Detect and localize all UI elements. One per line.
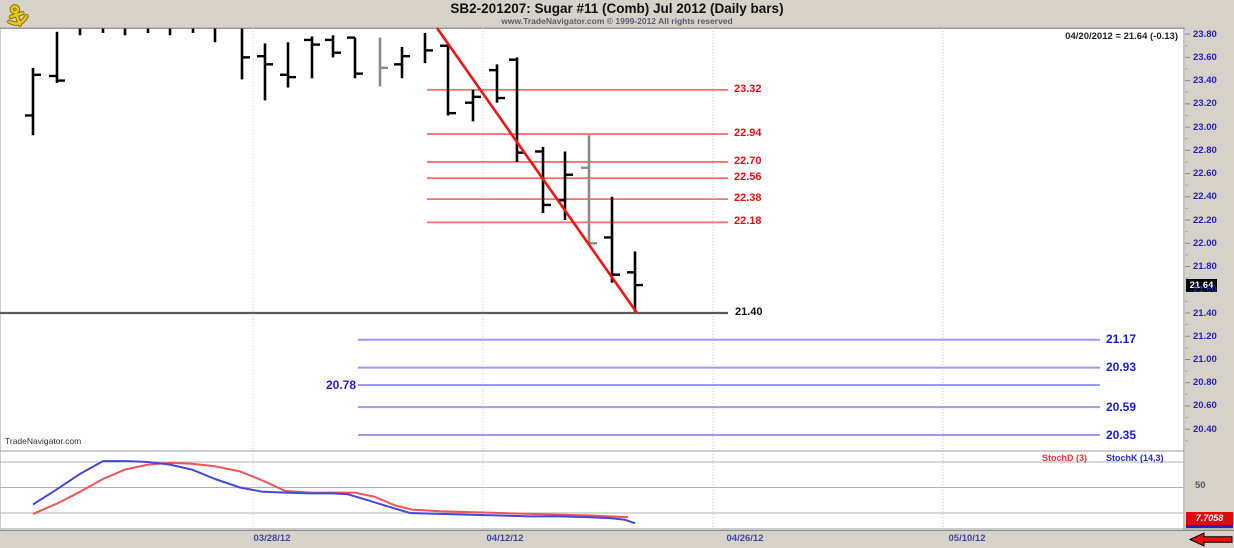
- price-axis-label: 21.80: [1193, 261, 1217, 273]
- blue-level-label: 20.59: [1106, 399, 1137, 414]
- stoch-d-legend: StochD (3): [1042, 453, 1087, 463]
- date-axis-label: 05/10/12: [948, 533, 986, 544]
- stoch-k-legend: StochK (14,3): [1106, 453, 1164, 463]
- price-axis-label: 23.80: [1193, 28, 1217, 40]
- price-axis-label: 20.40: [1193, 423, 1217, 435]
- date-axis-label: 03/28/12: [253, 533, 291, 544]
- red-level-label: 23.32: [734, 82, 762, 95]
- anchor-icon: [7, 4, 29, 27]
- blue-level-label: 20.35: [1106, 427, 1137, 442]
- price-axis-label: 20.60: [1193, 400, 1217, 412]
- price-axis-label: 22.00: [1193, 237, 1217, 249]
- watermark-text: TradeNavigator.com: [5, 436, 82, 446]
- red-level-label: 22.18: [734, 215, 762, 228]
- red-level-label: 22.70: [734, 154, 762, 167]
- price-axis-label: 22.80: [1193, 144, 1217, 156]
- date-axis-label: 04/26/12: [726, 533, 764, 544]
- blue-level-label: 20.93: [1106, 360, 1137, 375]
- price-axis-label: 22.60: [1193, 168, 1217, 180]
- stoch-mid-level-label: 50: [1195, 480, 1206, 491]
- support-level-label: 21.40: [735, 306, 763, 318]
- price-axis-label: 23.60: [1193, 51, 1217, 63]
- trend-line: [435, 27, 639, 314]
- blue-level-label: 21.17: [1106, 332, 1137, 347]
- cursor-date-price-readout: 04/20/2012 = 21.64 (-0.13): [1065, 31, 1178, 42]
- price-axis-label: 22.40: [1193, 191, 1217, 203]
- date-axis-label: 04/12/12: [486, 533, 524, 544]
- price-axis-label: 22.20: [1193, 214, 1217, 226]
- price-axis-label: 21.20: [1193, 330, 1217, 342]
- stoch-value-badge: 7.7058: [1186, 512, 1233, 525]
- stoch-k-line: [32, 460, 636, 525]
- stoch-k-badge-underline: [1186, 525, 1233, 528]
- price-axis-label: 21.60: [1193, 284, 1217, 296]
- date-axis-band: [0, 530, 1234, 548]
- price-axis-label: 23.20: [1193, 98, 1217, 110]
- blue-level-left-label: 20.78: [325, 377, 356, 392]
- scroll-left-arrow-icon[interactable]: [1188, 532, 1234, 548]
- price-axis-label: 20.80: [1193, 377, 1217, 389]
- price-axis-label: 21.40: [1193, 307, 1217, 319]
- stoch-d-line: [32, 461, 629, 519]
- chart-title: SB2-201207: Sugar #11 (Comb) Jul 2012 (D…: [450, 1, 784, 16]
- red-level-label: 22.38: [734, 192, 762, 205]
- price-axis-label: 23.40: [1193, 75, 1217, 87]
- red-level-label: 22.94: [734, 127, 762, 140]
- red-level-label: 22.56: [734, 171, 762, 184]
- copyright-subtitle: www.TradeNavigator.com © 1999-2012 All r…: [501, 16, 733, 26]
- price-axis-label: 21.00: [1193, 353, 1217, 365]
- current-price-badge: 21.64: [1186, 278, 1217, 292]
- price-axis-label: 23.00: [1193, 121, 1217, 133]
